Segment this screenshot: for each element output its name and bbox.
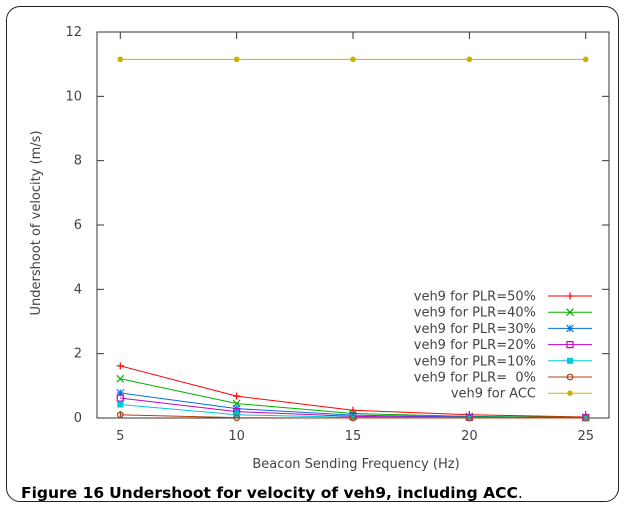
figure-caption-label: Figure 16 (21, 484, 105, 502)
legend-marker (567, 390, 573, 397)
figure-caption-end: . (517, 484, 523, 502)
data-point (349, 414, 357, 422)
data-point (582, 414, 590, 422)
figure-frame (6, 6, 619, 502)
legend-marker (566, 308, 574, 317)
legend-marker (566, 324, 574, 333)
x-tick-label: 5 (116, 429, 124, 444)
data-point (465, 414, 473, 422)
y-tick-label: 4 (74, 282, 82, 297)
figure-caption-text: Undershoot for velocity of veh9, includi… (109, 484, 518, 502)
data-point (350, 56, 356, 63)
legend-label: veh9 for PLR=50% (414, 290, 536, 305)
legend-marker (566, 341, 574, 349)
legend-label: veh9 for ACC (451, 387, 536, 402)
axis-ticks: 0 2 4 6 8 10 12 5 10 15 20 25 (65, 25, 609, 444)
data-point (116, 374, 125, 383)
legend-marker (567, 357, 573, 364)
y-tick-label: 10 (65, 89, 82, 104)
data-point (350, 414, 356, 421)
data-point (116, 411, 124, 419)
legend: veh9 for PLR=50%veh9 for PLR=40%veh9 for… (414, 290, 592, 402)
data-point (116, 362, 124, 370)
y-tick-label: 8 (74, 154, 82, 169)
data-point (582, 56, 589, 63)
y-tick-label: 6 (74, 218, 82, 233)
x-tick-label: 20 (461, 429, 478, 444)
data-point (117, 401, 124, 408)
legend-label: veh9 for PLR=10% (414, 354, 536, 369)
legend-label: veh9 for PLR=40% (414, 306, 536, 321)
data-point (116, 394, 124, 402)
data-point (117, 56, 124, 63)
data-point (233, 56, 240, 63)
data-point (466, 56, 473, 63)
y-tick-label: 0 (74, 411, 82, 426)
y-tick-label: 2 (74, 347, 82, 362)
legend-label: veh9 for PLR=30% (414, 322, 536, 337)
x-axis-label: Beacon Sending Frequency (Hz) (252, 457, 459, 472)
series-line (120, 414, 586, 419)
y-axis-label: Undershoot of velocity (m/s) (29, 130, 44, 315)
legend-marker (566, 292, 574, 300)
data-point (116, 389, 125, 397)
legend-label: veh9 for PLR=20% (414, 338, 536, 353)
series-5 (116, 411, 590, 422)
x-tick-label: 15 (345, 429, 362, 444)
y-tick-label: 12 (65, 25, 82, 40)
legend-label: veh9 for PLR= 0% (414, 371, 536, 386)
series-6 (117, 56, 589, 63)
x-tick-label: 25 (577, 429, 594, 444)
legend-marker (566, 373, 574, 381)
x-tick-label: 10 (228, 429, 245, 444)
series-group (116, 56, 590, 422)
data-point (233, 414, 241, 422)
figure-caption: Figure 16 Undershoot for velocity of veh… (21, 484, 523, 502)
data-point (233, 392, 241, 400)
